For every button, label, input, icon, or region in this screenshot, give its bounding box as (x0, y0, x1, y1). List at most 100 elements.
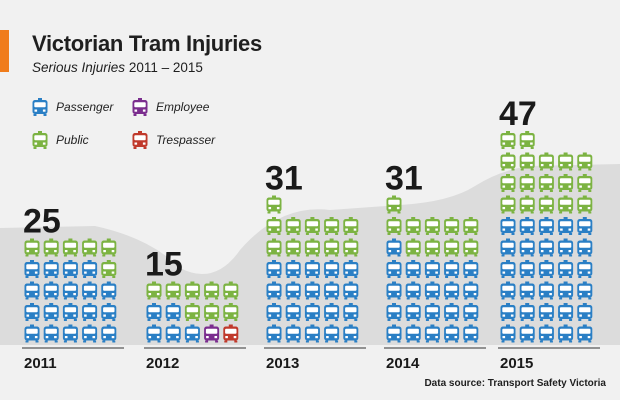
tram-icon-public (266, 238, 282, 257)
tram-icon-passenger (146, 303, 162, 321)
tram-icon-passenger (424, 260, 440, 278)
legend-label-passenger: Passenger (56, 100, 114, 114)
tram-icon-public (405, 238, 421, 257)
tram-icon-public (24, 238, 40, 257)
tram-icon-passenger (43, 281, 59, 300)
bar-group-2015: 47 2015 (498, 95, 600, 372)
tram-icon-passenger (43, 260, 59, 278)
tram-icon-public (285, 217, 301, 235)
tram-icon-passenger (285, 324, 301, 343)
tram-icon-passenger (24, 303, 40, 321)
tram-icon-passenger (405, 303, 421, 321)
tram-icon-passenger (519, 260, 535, 278)
tram-icon-passenger (558, 324, 574, 343)
tram-icon-passenger (577, 217, 593, 235)
tram-icon-passenger (285, 281, 301, 300)
tram-icon-public (577, 174, 593, 192)
tram-icon-passenger (405, 260, 421, 278)
tram-icon-passenger (444, 281, 460, 300)
tram-icon-public (343, 217, 359, 235)
tram-icon-public (519, 152, 535, 171)
tram-icon-public (82, 238, 98, 257)
tram-icon-passenger (500, 217, 516, 235)
tram-icon-public (324, 238, 340, 257)
tram-icon-passenger (577, 281, 593, 300)
tram-icon-passenger (101, 303, 117, 321)
tram-icon-passenger (24, 260, 40, 278)
tram-icon-passenger (500, 260, 516, 278)
tram-icon-passenger (444, 324, 460, 343)
tram-icon-public (386, 217, 402, 235)
tram-icon-public (558, 152, 574, 171)
tram-icon-passenger (184, 324, 200, 343)
tram-icon-public (101, 260, 117, 278)
total-label-2015: 47 (499, 95, 537, 133)
tram-icon-passenger (285, 260, 301, 278)
tram-icon-passenger (324, 260, 340, 278)
year-label-2014: 2014 (386, 355, 420, 372)
tram-icon-passenger (62, 324, 78, 343)
chart-title: Victorian Tram Injuries (32, 31, 262, 56)
tram-icon-passenger (304, 303, 320, 321)
tram-icon-passenger (558, 281, 574, 300)
tram-icon-passenger (405, 324, 421, 343)
tram-icon-passenger (463, 281, 479, 300)
tram-icon-public (223, 281, 239, 300)
tram-icon-public (204, 303, 220, 321)
tram-icon-passenger (463, 260, 479, 278)
tram-icon-passenger (343, 324, 359, 343)
tram-icon-passenger (43, 324, 59, 343)
tram-icon-passenger (24, 324, 40, 343)
tram-icon-passenger (558, 260, 574, 278)
tram-icon-passenger (386, 281, 402, 300)
tram-icon-public (324, 217, 340, 235)
tram-icon-passenger (343, 260, 359, 278)
tram-icon-passenger (324, 324, 340, 343)
tram-icon-passenger (519, 303, 535, 321)
subtitle-label: Serious Injuries (32, 60, 126, 75)
tram-icon-passenger (424, 324, 440, 343)
bar-group-2014: 31 2014 (384, 160, 486, 372)
tram-icon-public (444, 238, 460, 257)
chart-subtitle: Serious Injuries 2011 – 2015 (32, 60, 203, 75)
tram-icon-passenger (343, 281, 359, 300)
tram-icon-passenger (577, 260, 593, 278)
tram-icon-passenger (324, 281, 340, 300)
tram-icon-public (577, 152, 593, 171)
tram-icon-passenger (146, 324, 162, 343)
year-label-2013: 2013 (266, 355, 299, 372)
tram-icon-public (538, 195, 554, 214)
legend-label-trespasser: Trespasser (156, 133, 216, 147)
tram-icon-public (519, 195, 535, 214)
tram-icon-passenger (500, 324, 516, 343)
tram-icon-passenger (538, 303, 554, 321)
bar-group-2011: 25 2011 (22, 203, 124, 372)
tram-icon-passenger (386, 324, 402, 343)
bar-group-2012: 15 2012 (144, 246, 246, 372)
tram-icon-public (463, 238, 479, 257)
total-label-2011: 25 (23, 203, 61, 241)
tram-icon-passenger (266, 324, 282, 343)
legend-tram-icon-public (32, 131, 48, 149)
tram-icon-passenger (82, 260, 98, 278)
tram-icon-passenger (538, 217, 554, 235)
tram-icon-public (204, 281, 220, 300)
tram-icon-passenger (463, 303, 479, 321)
tram-icon-passenger (386, 238, 402, 257)
tram-icon-passenger (266, 260, 282, 278)
year-label-2011: 2011 (24, 355, 57, 372)
tram-icon-public (62, 238, 78, 257)
tram-icon-passenger (444, 260, 460, 278)
tram-icon-passenger (577, 324, 593, 343)
tram-icon-public (538, 152, 554, 171)
tram-icon-passenger (424, 303, 440, 321)
tram-icon-public (386, 195, 402, 214)
tram-icon-passenger (24, 281, 40, 300)
tram-icon-public (500, 195, 516, 214)
tram-icon-passenger (101, 324, 117, 343)
tram-icon-passenger (386, 260, 402, 278)
tram-icon-passenger (82, 324, 98, 343)
tram-icon-public (538, 174, 554, 192)
tram-icon-passenger (538, 324, 554, 343)
